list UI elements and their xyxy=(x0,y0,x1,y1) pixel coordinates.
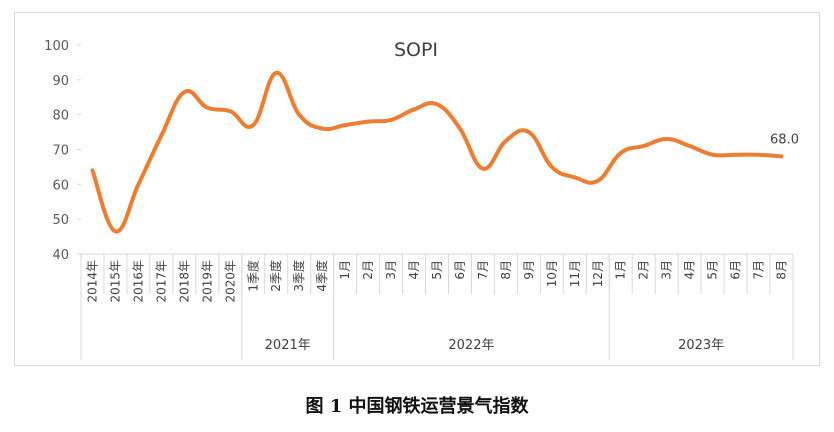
chart-title: SOPI xyxy=(394,39,438,61)
x-tick-label: 4月 xyxy=(683,260,697,280)
x-tick-label: 9月 xyxy=(522,260,536,280)
x-tick-label: 1季度 xyxy=(245,260,260,292)
x-tick-label: 8月 xyxy=(499,260,513,280)
y-tick-label: 50 xyxy=(52,213,69,228)
x-tick-label: 2018年 xyxy=(177,260,191,303)
x-tick-label: 2月 xyxy=(637,260,651,280)
x-tick-label: 3月 xyxy=(384,260,398,280)
y-tick-label: 100 xyxy=(44,39,69,54)
x-tick-label: 5月 xyxy=(430,260,444,280)
x-tick-label: 2019年 xyxy=(200,260,214,303)
x-tick-label: 7月 xyxy=(752,260,766,280)
x-tick-label: 3月 xyxy=(660,260,674,280)
x-tick-label: 3季度 xyxy=(291,260,306,292)
chart-frame xyxy=(14,12,820,366)
x-tick-label: 2020年 xyxy=(223,260,237,303)
x-tick-label: 2015年 xyxy=(108,260,122,303)
x-tick-label: 6月 xyxy=(453,260,467,280)
data-label: 68.0 xyxy=(770,132,799,147)
y-tick-label: 90 xyxy=(52,74,69,89)
x-tick-label: 8月 xyxy=(775,260,789,280)
y-tick-label: 40 xyxy=(52,248,69,263)
x-tick-label: 2月 xyxy=(361,260,375,280)
x-tick-label: 4季度 xyxy=(314,260,329,292)
x-tick-label: 2017年 xyxy=(154,260,168,303)
x-tick-label: 7月 xyxy=(476,260,490,280)
group-label: 2023年 xyxy=(678,338,724,353)
x-tick-label: 1月 xyxy=(614,260,628,280)
x-tick-label: 5月 xyxy=(706,260,720,280)
group-label: 2022年 xyxy=(448,338,494,353)
y-tick-label: 60 xyxy=(52,178,69,193)
x-tick-label: 10月 xyxy=(545,260,559,287)
x-tick-label: 2014年 xyxy=(85,260,99,303)
x-tick-label: 11月 xyxy=(568,260,582,287)
figure-caption: 图 1 中国钢铁运营景气指数 xyxy=(305,396,529,417)
x-tick-label: 4月 xyxy=(407,260,421,280)
x-tick-label: 1月 xyxy=(338,260,352,280)
x-tick-label: 2季度 xyxy=(268,260,283,292)
x-tick-label: 12月 xyxy=(591,260,605,287)
y-tick-label: 70 xyxy=(52,144,69,159)
x-tick-label: 6月 xyxy=(729,260,743,280)
x-tick-label: 2016年 xyxy=(131,260,145,303)
y-tick-label: 80 xyxy=(52,109,69,124)
group-label: 2021年 xyxy=(265,338,311,353)
series-line-sopi xyxy=(90,70,784,234)
